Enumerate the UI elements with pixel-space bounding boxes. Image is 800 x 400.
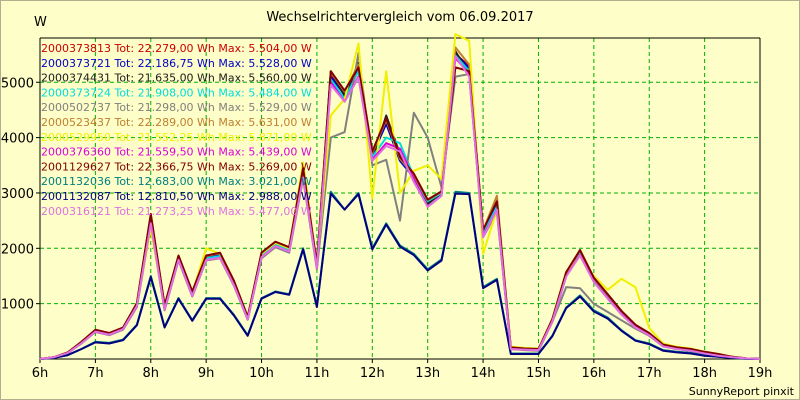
x-tick-label: 17h: [637, 366, 662, 381]
legend-entry: 2000373724 Tot: 21.908,00 Wh Max: 5.484,…: [41, 86, 312, 99]
x-tick-label: 19h: [748, 366, 773, 381]
series-line: [39, 192, 761, 360]
x-tick-label: 7h: [87, 366, 104, 381]
x-tick-label: 10h: [249, 366, 274, 381]
legend-entry: 2000374431 Tot: 21.635,00 Wh Max: 5.560,…: [41, 72, 312, 85]
legend-entry: 2000376360 Tot: 21.559,50 Wh Max: 5.439,…: [41, 146, 312, 159]
legend-entry: 2001132087 Tot: 12.810,50 Wh Max: 2.988,…: [41, 190, 312, 203]
legend-entry: 2001132036 Tot: 12.683,00 Wh Max: 3.021,…: [41, 175, 312, 188]
legend-entry: 2000316121 Tot: 21.273,25 Wh Max: 5.477,…: [41, 205, 312, 218]
legend-entry: 2000502737 Tot: 21.298,00 Wh Max: 5.529,…: [41, 101, 312, 114]
legend-entry: 2001129627 Tot: 22.366,75 Wh Max: 5.269,…: [41, 160, 312, 173]
credit-text: SunnyReport pinxit: [688, 385, 794, 398]
y-tick-label: 2000: [1, 242, 34, 257]
x-tick-label: 6h: [32, 366, 49, 381]
x-tick-label: 8h: [143, 366, 160, 381]
y-tick-label: 5000: [1, 76, 34, 91]
y-tick-label: 1000: [1, 298, 34, 313]
legend-entry: 2000373813 Tot: 22.279,00 Wh Max: 5.504,…: [41, 42, 312, 55]
x-tick-label: 9h: [198, 366, 215, 381]
y-tick-label: 4000: [1, 132, 34, 147]
x-tick-label: 16h: [581, 366, 606, 381]
x-tick-label: 12h: [360, 366, 385, 381]
y-tick-label: 3000: [1, 187, 34, 202]
x-tick-label: 14h: [471, 366, 496, 381]
legend-entry: 2000523437 Tot: 22.289,00 Wh Max: 5.631,…: [41, 116, 312, 129]
legend-entry: 2000373721 Tot: 22.186,75 Wh Max: 5.528,…: [41, 57, 312, 70]
x-tick-label: 18h: [692, 366, 717, 381]
x-tick-label: 11h: [305, 366, 330, 381]
x-tick-label: 13h: [415, 366, 440, 381]
chart-title: Wechselrichtervergleich vom 06.09.2017: [266, 10, 534, 25]
y-unit-label: W: [34, 15, 47, 30]
x-tick-label: 15h: [526, 366, 551, 381]
legend-entry: 2000529950 Tot: 21.552,25 Wh Max: 5.871,…: [41, 131, 312, 144]
plot-background: [40, 38, 760, 359]
series-line: [39, 54, 761, 360]
